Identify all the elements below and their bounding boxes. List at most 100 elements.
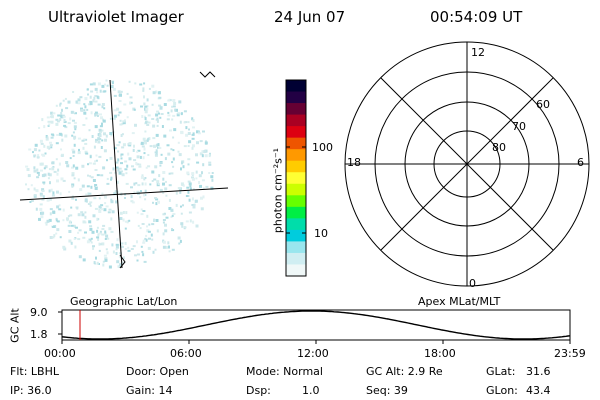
image-speckle [72,119,75,122]
image-speckle [49,208,53,211]
image-speckle [187,180,191,183]
image-speckle [83,138,86,141]
image-speckle [95,256,97,260]
color-bar-segment [286,252,306,265]
image-speckle [102,119,106,123]
image-speckle [195,170,198,174]
image-speckle [168,98,171,101]
image-speckle [103,90,107,93]
image-speckle [144,105,148,108]
image-speckle [166,144,170,147]
image-speckle [151,238,154,241]
image-speckle [156,119,159,123]
image-speckle [102,224,106,227]
image-speckle [99,131,102,134]
image-speckle [42,154,46,157]
image-speckle [188,198,191,202]
image-speckle [84,105,87,109]
image-speckle [98,128,102,132]
image-speckle [208,154,211,158]
image-speckle [56,120,60,123]
polar-label-mlt-0: 0 [469,277,476,290]
image-speckle [153,178,157,181]
image-speckle [118,170,122,173]
image-speckle [133,159,137,162]
image-speckle [105,205,109,208]
image-speckle [57,168,60,172]
image-speckle [86,240,90,244]
image-speckle [70,110,74,114]
image-speckle [156,229,159,233]
color-bar-segment [286,160,306,173]
image-speckle [185,220,189,223]
image-speckle [146,120,149,123]
grid-fragment-top [199,71,216,78]
color-bar-segment [286,218,306,231]
image-speckle [162,219,166,221]
image-speckle [97,140,101,144]
image-speckle [159,188,163,192]
image-speckle [180,182,184,186]
image-speckle [88,103,91,106]
image-speckle [159,106,163,109]
image-speckle [174,108,177,112]
image-speckle [120,157,123,160]
image-speckle [105,134,108,138]
image-speckle [48,218,52,222]
image-speckle [94,113,97,117]
image-speckle [84,138,88,141]
image-speckle [121,170,123,173]
image-speckle [172,136,175,139]
image-speckle [120,134,123,137]
color-bar-label-10: 10 [314,227,328,240]
image-speckle [147,230,151,233]
image-speckle [92,245,95,248]
image-speckle [60,177,64,181]
image-speckle [152,201,154,204]
image-speckle [46,198,50,202]
image-speckle [77,238,81,241]
image-speckle [75,198,77,201]
image-speckle [58,162,61,166]
polar-label-mlt-18: 18 [347,156,361,169]
image-speckle [103,254,107,257]
image-speckle [99,89,102,93]
image-speckle [96,236,100,239]
image-speckle [205,185,209,188]
image-speckle [55,232,58,235]
image-speckle [96,115,99,117]
image-speckle [128,142,132,146]
image-speckle [93,145,96,149]
image-speckle [152,124,156,128]
image-speckle [94,95,98,97]
image-speckle [133,108,136,111]
image-speckle [49,236,53,239]
image-speckle [50,111,54,115]
image-speckle [139,227,142,230]
image-speckle [154,153,158,157]
image-speckle [151,170,155,174]
image-speckle [196,161,200,164]
image-speckle [183,145,187,148]
image-speckle [155,149,158,153]
image-speckle [116,107,120,111]
image-speckle [133,144,135,148]
image-speckle [199,184,202,188]
image-speckle [180,131,184,135]
image-speckle [56,172,59,176]
image-speckle [182,204,184,207]
image-speckle [158,104,162,107]
color-bar-segment [286,114,306,127]
image-speckle [114,190,118,193]
image-speckle [74,245,77,249]
image-speckle [139,163,142,166]
image-speckle [191,204,195,206]
image-speckle [210,186,214,190]
image-speckle [187,132,191,135]
image-speckle [44,152,47,155]
image-speckle [120,153,124,156]
image-speckle [124,160,128,163]
image-speckle [155,202,158,206]
image-speckle [117,150,120,153]
image-speckle [145,166,148,169]
